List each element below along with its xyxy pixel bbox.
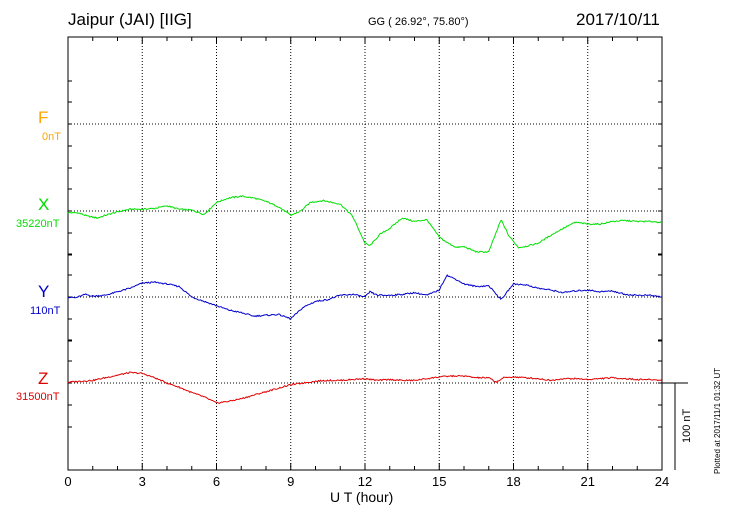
plotted-timestamp: Plotted at 2017/11/1 01:32 UT [713, 367, 722, 474]
component-label-f: F [38, 108, 49, 127]
series-line-y [68, 274, 663, 320]
x-tick-label: 15 [432, 474, 446, 489]
grid-layer [68, 37, 662, 470]
station-title: Jaipur (JAI) [IIG] [68, 10, 192, 29]
series-layer [67, 195, 663, 404]
scale-bar-label: 100 nT [681, 408, 693, 443]
station-coordinates: GG ( 26.92°, 75.80°) [368, 16, 469, 28]
series-line-z [67, 371, 663, 404]
x-tick-label: 18 [506, 474, 520, 489]
x-tick-label: 3 [139, 474, 146, 489]
scale-bar [662, 382, 688, 470]
component-label-z: Z [38, 369, 49, 388]
x-tick-label: 0 [64, 474, 71, 489]
component-baseline-z: 31500nT [16, 391, 60, 403]
x-tick-label: 9 [287, 474, 294, 489]
component-label-x: X [38, 195, 50, 214]
x-tick-label: 24 [655, 474, 669, 489]
component-baseline-f: 0nT [42, 131, 61, 143]
x-axis-label: U T (hour) [330, 489, 394, 505]
x-tick-label: 6 [213, 474, 220, 489]
tick-layer: 0 3 6 9 12 15 18 21 24 [64, 37, 669, 489]
chart-date: 2017/10/11 [576, 10, 660, 29]
series-line-x [67, 195, 663, 254]
component-label-y: Y [38, 282, 50, 301]
x-tick-label: 12 [358, 474, 372, 489]
x-tick-label: 21 [581, 474, 595, 489]
component-baseline-y: 110nT [30, 305, 61, 317]
component-baseline-x: 35220nT [16, 218, 60, 230]
